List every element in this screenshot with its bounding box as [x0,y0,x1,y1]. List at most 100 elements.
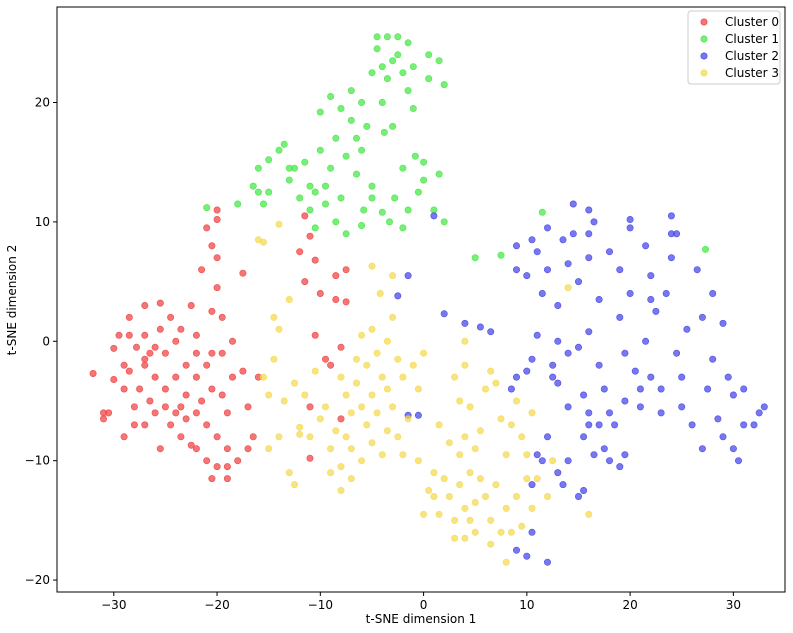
cluster-3-point [528,504,536,512]
cluster-2-point [729,391,737,399]
cluster-1-point [399,69,407,77]
cluster-1-point [342,152,350,160]
cluster-2-point [600,385,608,393]
cluster-2-point [569,200,577,208]
cluster-0-point [239,367,247,375]
cluster-3-point [502,504,510,512]
cluster-3-point [285,469,293,477]
cluster-0-point [198,397,206,405]
legend-label-cluster-3: Cluster 3 [725,66,779,80]
cluster-2-point [667,212,675,220]
legend-marker-cluster-3 [700,69,708,77]
cluster-0-point [151,373,159,381]
cluster-1-point [701,245,709,253]
cluster-2-point [543,558,551,566]
cluster-2-point [574,343,582,351]
cluster-3-point [290,481,298,489]
cluster-2-point [647,373,655,381]
cluster-3-point [342,391,350,399]
y-tick-label: 10 [35,215,50,229]
cluster-1-point [306,182,314,190]
cluster-0-point [332,272,340,280]
cluster-2-point [719,433,727,441]
cluster-3-point [373,409,381,417]
cluster-0-point [161,349,169,357]
cluster-0-point [192,349,200,357]
cluster-0-point [156,325,164,333]
cluster-2-point [528,236,536,244]
cluster-2-point [709,289,717,297]
legend-box [687,10,781,85]
cluster-2-point [626,224,634,232]
cluster-2-point [512,266,520,274]
cluster-1-point [420,158,428,166]
cluster-2-point [523,552,531,560]
cluster-1-point [332,218,340,226]
cluster-3-point [435,510,443,518]
cluster-3-point [430,469,438,477]
cluster-3-point [316,415,324,423]
cluster-1-point [316,108,324,116]
cluster-0-point [223,463,231,471]
cluster-0-point [151,409,159,417]
cluster-2-point [755,409,763,417]
cluster-3-point [461,337,469,345]
cluster-2-point [590,451,598,459]
cluster-2-point [678,373,686,381]
cluster-3-point [296,423,304,431]
cluster-3-point [332,427,340,435]
cluster-3-point [420,349,428,357]
x-tick-label: −10 [308,598,333,612]
cluster-3-point [512,397,520,405]
cluster-2-point [647,295,655,303]
cluster-2-point [528,528,536,536]
legend-marker-cluster-1 [700,35,708,43]
cluster-3-point [461,433,469,441]
cluster-2-point [512,242,520,250]
cluster-3-point [512,492,520,500]
cluster-1-point [321,182,329,190]
cluster-2-point [760,403,768,411]
cluster-2-point [719,319,727,327]
cluster-1-point [352,170,360,178]
cluster-0-point [172,409,180,417]
cluster-2-point [616,463,624,471]
legend-label-cluster-0: Cluster 0 [725,15,779,29]
cluster-2-point [611,421,619,429]
cluster-3-point [285,295,293,303]
cluster-3-point [492,379,500,387]
cluster-1-point [337,194,345,202]
legend-label-cluster-2: Cluster 2 [725,49,779,63]
cluster-2-point [662,289,670,297]
cluster-0-point [234,457,242,465]
cluster-2-point [543,224,551,232]
cluster-0-point [223,445,231,453]
x-tick-label: 10 [519,598,534,612]
cluster-2-point [461,319,469,327]
legend-marker-cluster-0 [700,18,708,26]
cluster-3-point [435,421,443,429]
cluster-3-point [461,504,469,512]
cluster-3-point [352,379,360,387]
cluster-3-point [301,391,309,399]
cluster-3-point [497,415,505,423]
cluster-1-point [373,45,381,53]
cluster-2-point [585,206,593,214]
cluster-3-point [347,445,355,453]
cluster-3-point [280,397,288,405]
cluster-3-point [337,486,345,494]
cluster-2-point [657,409,665,417]
cluster-0-point [120,361,128,369]
cluster-2-point [616,266,624,274]
cluster-0-point [105,409,113,417]
cluster-1-point [254,188,262,196]
cluster-1-point [327,93,335,101]
cluster-0-point [156,299,164,307]
cluster-0-point [296,248,304,256]
cluster-0-point [337,415,345,423]
cluster-3-point [259,373,267,381]
x-tick-label: 20 [622,598,637,612]
cluster-0-point [110,344,118,352]
cluster-3-point [306,433,314,441]
